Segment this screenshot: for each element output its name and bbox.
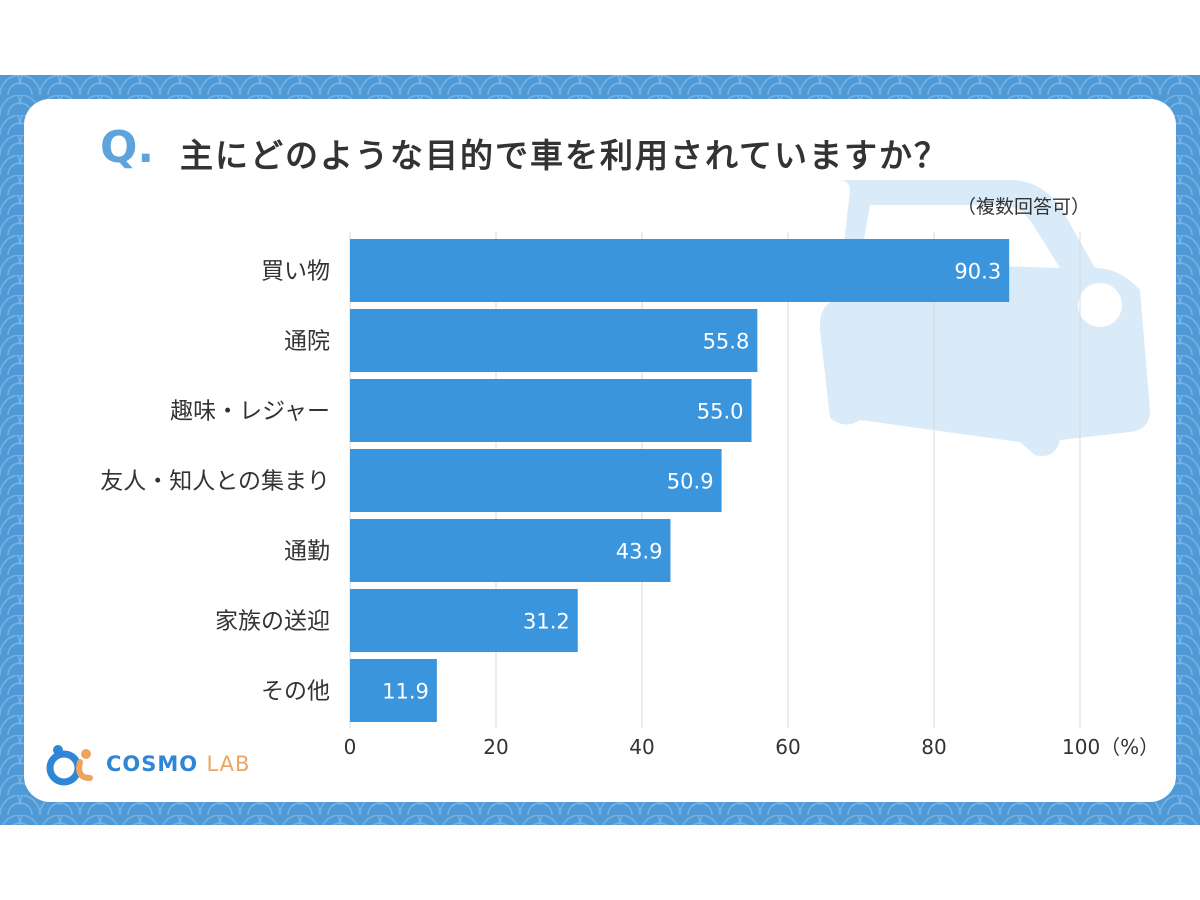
bar <box>350 659 437 722</box>
bar <box>350 309 758 372</box>
x-tick-label: 60 <box>775 735 800 759</box>
value-label: 50.9 <box>667 470 714 494</box>
bar <box>350 589 578 652</box>
category-label: 友人・知人との集まり <box>100 469 330 495</box>
x-tick-label: 0 <box>344 735 357 759</box>
value-label: 31.2 <box>523 610 570 634</box>
cosmo-lab-logo: COSMO LAB <box>46 742 249 786</box>
car-icon <box>819 180 1150 456</box>
x-tick-label: 40 <box>629 735 654 759</box>
value-label: 55.0 <box>697 400 744 424</box>
value-label: 43.9 <box>616 540 663 564</box>
bar <box>350 449 722 512</box>
category-label: 買い物 <box>261 259 330 285</box>
category-label: その他 <box>261 679 330 705</box>
category-label: 通勤 <box>284 539 330 565</box>
category-label: 趣味・レジャー <box>170 399 330 425</box>
bar <box>350 519 671 582</box>
question-mark: Q. <box>100 122 155 173</box>
bar <box>350 379 752 442</box>
x-tick-label: 20 <box>483 735 508 759</box>
value-labels: 90.3 55.8 55.0 50.9 43.9 31.2 11.9 <box>382 260 1001 704</box>
value-label: 11.9 <box>382 680 429 704</box>
value-label: 90.3 <box>954 260 1001 284</box>
x-axis-tick-labels: 0 20 40 60 80 100（%） <box>344 735 1160 759</box>
category-label: 家族の送迎 <box>215 609 330 635</box>
logo-mark-icon <box>46 745 93 786</box>
bar <box>350 239 1010 302</box>
logo-brand: COSMO <box>106 752 199 776</box>
value-label: 55.8 <box>703 330 750 354</box>
chart-title: 主にどのような目的で車を利用されていますか？ <box>180 136 950 175</box>
logo-text: COSMO LAB <box>106 752 250 776</box>
x-tick-label: 80 <box>921 735 946 759</box>
chart-subtitle: （複数回答可） <box>956 196 1090 218</box>
bars <box>350 239 1010 722</box>
logo-suffix: LAB <box>206 752 251 776</box>
category-label: 通院 <box>284 329 330 355</box>
x-tick-label: 100（%） <box>1062 735 1159 759</box>
